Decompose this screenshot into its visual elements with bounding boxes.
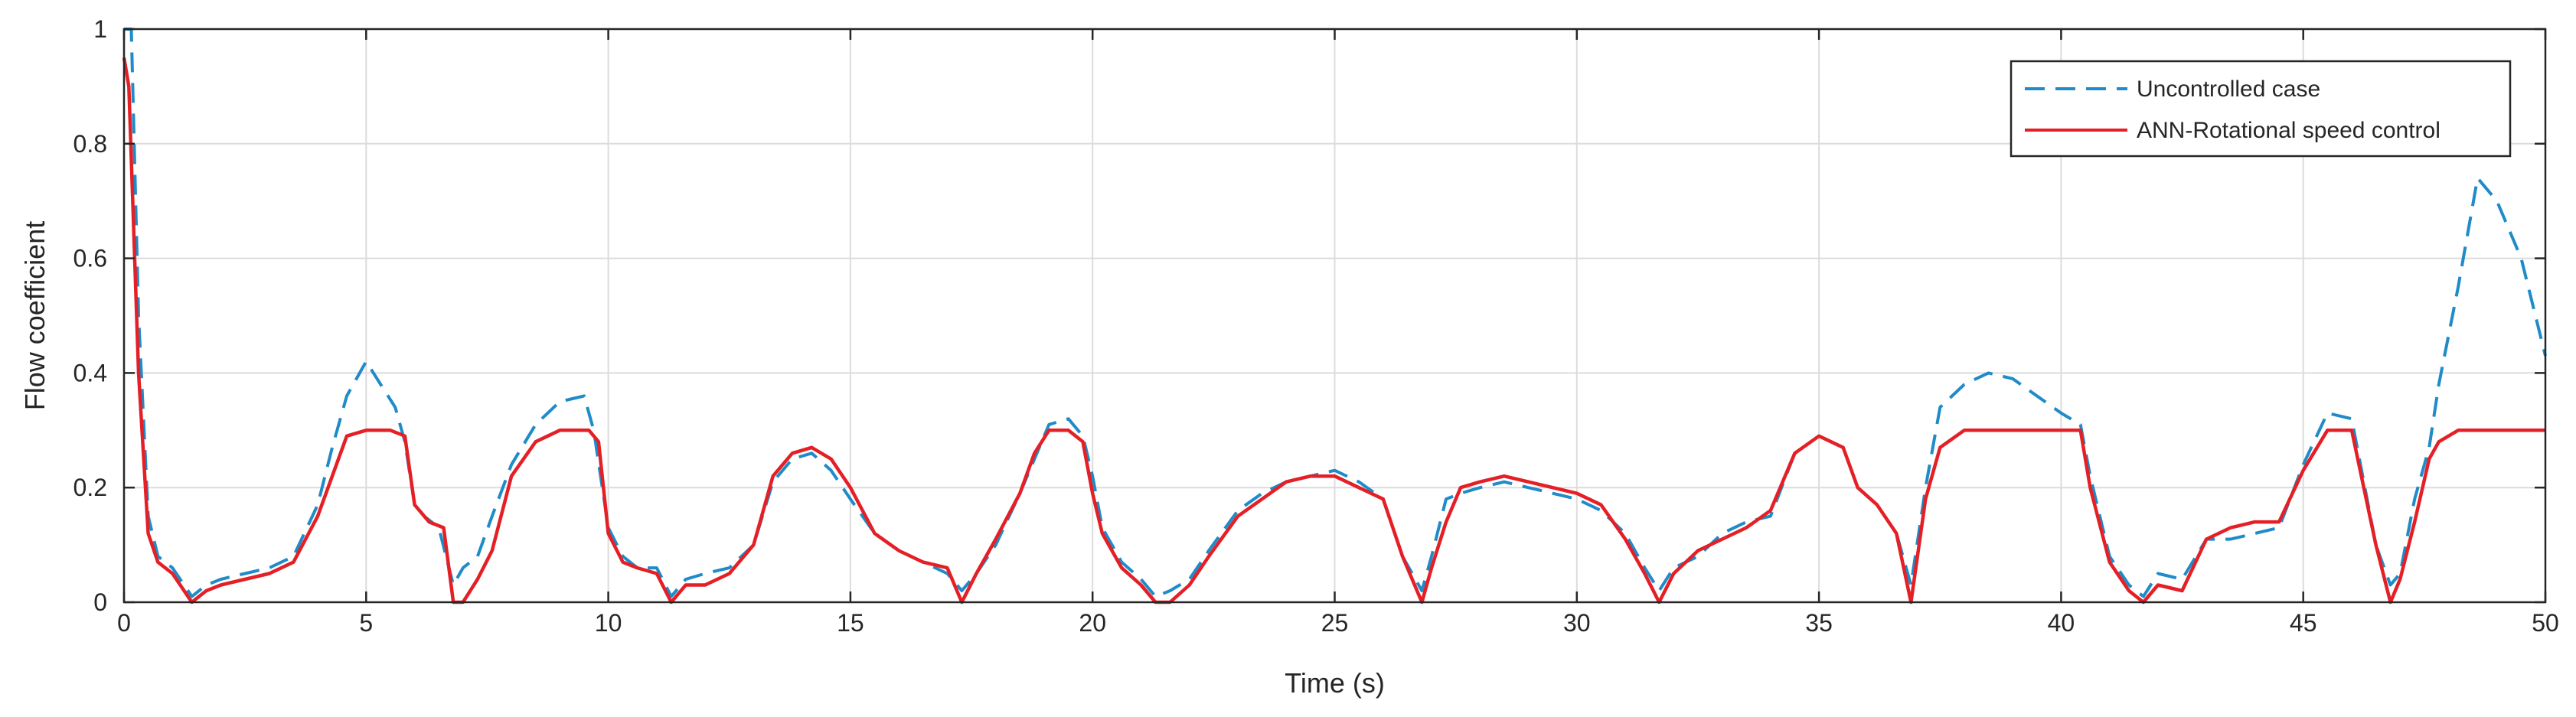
y-tick-label: 0.8 (73, 130, 107, 158)
y-tick-labels: 0 0.2 0.4 0.6 0.8 1 (73, 15, 107, 616)
y-tick-label: 0.4 (73, 359, 107, 386)
y-axis-label: Flow coefficient (19, 221, 51, 410)
legend: Uncontrolled case ANN-Rotational speed c… (2010, 60, 2512, 158)
x-tick-label: 15 (837, 609, 864, 637)
x-tick-label: 10 (595, 609, 622, 637)
x-tick-label: 30 (1563, 609, 1591, 637)
legend-box (2010, 60, 2512, 158)
x-tick-label: 50 (2532, 609, 2559, 637)
x-tick-labels: 0 5 10 15 20 25 30 35 40 45 50 (117, 609, 2559, 637)
x-tick-label: 5 (359, 609, 373, 637)
x-tick-label: 25 (1321, 609, 1349, 637)
x-tick-label: 45 (2290, 609, 2317, 637)
x-tick-label: 40 (2048, 609, 2075, 637)
y-tick-label: 0.6 (73, 245, 107, 272)
y-tick-label: 0.2 (73, 474, 107, 501)
legend-entry-ann-control: ANN-Rotational speed control (2137, 118, 2441, 143)
x-tick-label: 0 (117, 609, 131, 637)
x-axis-label: Time (s) (1285, 667, 1385, 699)
legend-entry-uncontrolled: Uncontrolled case (2137, 77, 2320, 102)
x-tick-label: 35 (1805, 609, 1833, 637)
y-tick-label: 0 (93, 588, 107, 616)
x-tick-label: 20 (1079, 609, 1106, 637)
y-tick-label: 1 (93, 15, 107, 43)
tick-marks (122, 28, 2547, 604)
